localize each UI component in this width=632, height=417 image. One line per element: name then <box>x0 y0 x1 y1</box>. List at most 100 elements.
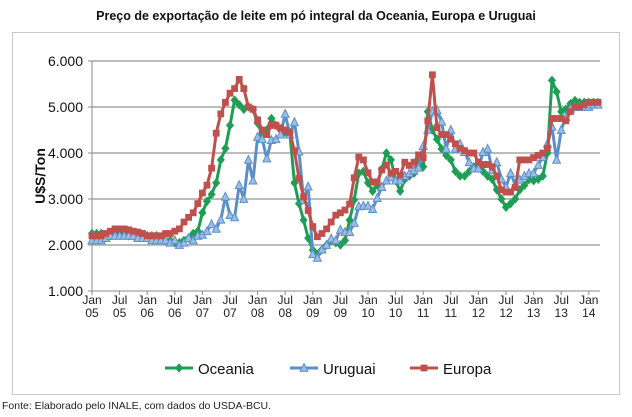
data-point-europa <box>452 140 459 148</box>
data-point-europa <box>350 174 358 182</box>
x-tick-label-month: Jan <box>579 293 598 307</box>
chart-title: Preço de exportação de leite em pó integ… <box>96 9 536 23</box>
data-point-europa <box>194 200 202 207</box>
data-point-uruguai <box>220 191 231 201</box>
data-point-uruguai <box>206 218 217 229</box>
data-point-europa <box>502 188 510 196</box>
data-point-europa <box>580 101 588 109</box>
data-point-europa <box>107 227 114 235</box>
data-point-europa <box>304 207 312 214</box>
data-point-europa <box>88 232 96 240</box>
legend-item-uruguai: Uruguai <box>290 361 376 378</box>
data-point-europa <box>281 126 289 134</box>
legend-label-europa: Europa <box>443 361 492 378</box>
x-tick-label-year: 14 <box>582 306 596 320</box>
data-point-uruguai <box>413 162 424 172</box>
data-point-uruguai <box>225 209 235 219</box>
data-point-europa <box>130 227 137 235</box>
data-point-europa <box>567 108 574 115</box>
x-tick-label-year: 07 <box>196 306 210 320</box>
data-point-oceania <box>386 155 396 165</box>
y-tick-label: 1.000 <box>48 283 83 299</box>
data-point-europa <box>562 117 570 125</box>
legend: Oceania Uruguai Europa <box>165 361 492 378</box>
data-point-europa <box>235 76 243 83</box>
data-point-oceania <box>451 166 460 177</box>
x-tick-label-year: 08 <box>279 306 293 320</box>
legend-marker-europa <box>420 364 428 372</box>
data-point-uruguai <box>229 211 240 222</box>
data-point-oceania <box>511 194 520 204</box>
data-point-uruguai <box>312 252 323 262</box>
data-point-europa <box>217 110 225 118</box>
data-point-oceania <box>216 155 225 165</box>
data-point-europa <box>429 71 436 79</box>
series-layer <box>87 71 603 262</box>
series-europa <box>88 71 602 241</box>
data-point-europa <box>231 85 238 92</box>
x-tick-label-year: 11 <box>417 306 430 320</box>
data-point-europa <box>479 161 487 168</box>
data-point-europa <box>571 103 579 111</box>
data-point-europa <box>226 89 234 97</box>
data-point-europa <box>364 169 372 177</box>
data-point-europa <box>355 153 363 161</box>
data-point-europa <box>419 154 427 161</box>
data-point-europa <box>442 131 450 138</box>
data-point-europa <box>318 230 326 237</box>
x-tick-label-month: Jan <box>414 293 433 307</box>
data-point-europa <box>553 115 560 122</box>
data-point-oceania <box>225 120 235 131</box>
data-point-europa <box>337 209 344 217</box>
data-point-europa <box>199 189 206 197</box>
axes: 1.0002.0003.0004.0005.0006.000Jan05Jul05… <box>48 53 600 320</box>
data-point-europa <box>111 225 119 233</box>
data-point-europa <box>392 168 399 175</box>
x-tick-label-year: 13 <box>527 306 541 320</box>
data-point-europa <box>153 232 160 240</box>
data-point-uruguai <box>243 154 254 164</box>
y-tick-label: 6.000 <box>48 53 83 69</box>
x-tick-label-year: 08 <box>251 306 265 320</box>
x-tick-label-month: Jan <box>303 293 322 307</box>
data-point-oceania <box>547 75 557 86</box>
data-point-europa <box>185 214 192 221</box>
data-point-europa <box>291 147 298 155</box>
data-point-europa <box>277 124 284 132</box>
data-point-europa <box>272 122 280 129</box>
y-axis-label: U$S/Ton <box>32 148 48 204</box>
data-point-oceania <box>207 189 216 200</box>
x-tick-label-month: Jul <box>333 293 348 307</box>
x-tick-label-month: Jul <box>554 293 569 307</box>
data-point-europa <box>594 99 602 106</box>
data-point-europa <box>143 232 151 240</box>
legend-marker-uruguai <box>299 362 309 372</box>
data-point-europa <box>456 145 464 152</box>
x-tick-label-month: Jan <box>82 293 101 307</box>
data-point-oceania <box>501 202 511 213</box>
data-point-uruguai <box>303 181 313 191</box>
x-tick-label-month: Jul <box>112 293 127 307</box>
data-point-oceania <box>221 143 230 154</box>
data-point-oceania <box>497 194 506 204</box>
data-point-europa <box>410 158 418 166</box>
data-point-europa <box>171 227 179 235</box>
data-point-europa <box>373 178 381 186</box>
data-point-uruguai <box>331 234 341 245</box>
data-point-europa <box>511 184 519 191</box>
data-point-europa <box>116 225 123 233</box>
data-point-europa <box>222 99 229 106</box>
data-point-oceania <box>382 148 391 158</box>
data-point-europa <box>249 105 257 113</box>
data-point-europa <box>369 178 376 186</box>
data-point-oceania <box>198 208 207 218</box>
data-point-europa <box>438 131 445 138</box>
data-point-europa <box>102 230 110 237</box>
data-point-uruguai <box>317 244 327 254</box>
x-tick-label-year: 12 <box>472 306 486 320</box>
data-point-uruguai <box>280 108 290 118</box>
data-point-uruguai <box>367 203 378 214</box>
y-tick-label: 4.000 <box>48 145 83 161</box>
x-tick-label-year: 05 <box>113 306 127 320</box>
